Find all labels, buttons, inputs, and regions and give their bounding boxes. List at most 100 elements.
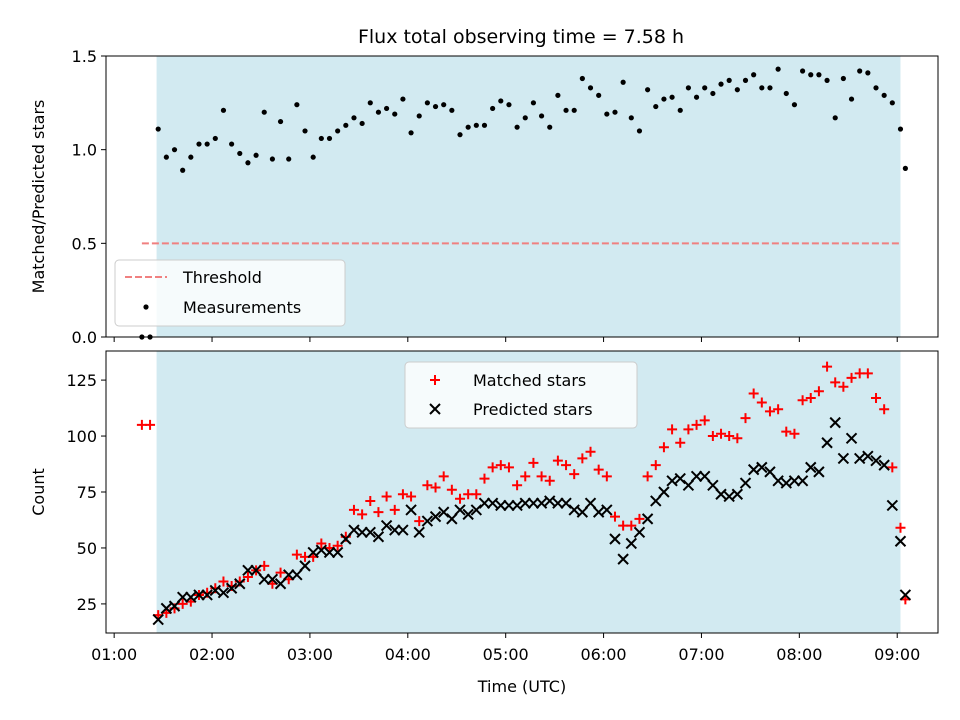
data-point xyxy=(212,135,218,142)
data-point xyxy=(879,404,890,415)
data-point xyxy=(797,395,808,406)
legend-box xyxy=(404,361,638,429)
data-point xyxy=(829,416,841,429)
data-point xyxy=(225,582,238,594)
data-point xyxy=(707,479,719,491)
data-point xyxy=(519,497,531,509)
data-point xyxy=(734,87,740,93)
data-point xyxy=(865,70,871,76)
data-point xyxy=(685,85,692,91)
data-point xyxy=(291,549,302,560)
data-point xyxy=(748,388,759,399)
data-point xyxy=(335,128,341,134)
data-point xyxy=(168,600,181,612)
data-point xyxy=(767,85,773,91)
data-point xyxy=(899,589,912,601)
data-point xyxy=(772,475,784,487)
data-point xyxy=(527,497,540,509)
data-point xyxy=(389,524,401,536)
data-point xyxy=(356,526,368,538)
data-point xyxy=(245,160,251,166)
data-point xyxy=(331,546,344,559)
data-point xyxy=(473,122,479,128)
data-point xyxy=(824,77,830,83)
data-point xyxy=(274,578,287,590)
data-point xyxy=(731,488,744,500)
data-point xyxy=(359,120,365,127)
data-point xyxy=(788,475,801,487)
data-point xyxy=(732,433,743,444)
data-point xyxy=(340,533,352,545)
data-point xyxy=(759,85,765,91)
data-point xyxy=(667,424,678,435)
data-point xyxy=(351,115,357,121)
data-point xyxy=(291,569,303,581)
data-point xyxy=(503,462,514,473)
data-point xyxy=(881,92,887,98)
data-point xyxy=(585,446,596,457)
data-point xyxy=(707,431,718,442)
data-point xyxy=(171,147,178,153)
data-point xyxy=(791,102,798,108)
x-tick-label: 05:00 xyxy=(483,645,529,664)
data-point xyxy=(498,98,504,104)
data-point xyxy=(470,504,483,516)
data-point xyxy=(813,386,824,397)
data-point xyxy=(677,107,683,113)
data-point xyxy=(217,587,230,599)
data-point xyxy=(457,132,463,138)
data-point xyxy=(658,442,669,453)
data-point xyxy=(756,461,768,474)
data-point xyxy=(229,141,235,147)
legend-predicted-swatch xyxy=(429,403,441,415)
data-point xyxy=(674,472,686,485)
data-point xyxy=(830,377,841,388)
data-point xyxy=(552,497,564,509)
data-point xyxy=(813,466,825,478)
data-point xyxy=(318,135,324,142)
data-point xyxy=(511,499,523,512)
data-point xyxy=(716,428,727,439)
data-point xyxy=(437,506,450,518)
data-point xyxy=(332,540,343,551)
data-point xyxy=(822,361,833,372)
count-panel: 25 50 75 100 125 01:00 02:00 03:00 04:00 05:00 06:… xyxy=(29,350,939,696)
data-point xyxy=(544,495,556,507)
chart-title: Flux total observing time = 7.58 h xyxy=(358,26,684,48)
y-tick-label: 0.5 xyxy=(72,234,97,253)
data-point xyxy=(894,535,907,547)
data-point xyxy=(617,553,629,565)
data-point xyxy=(710,90,716,97)
data-point xyxy=(479,473,490,484)
data-point xyxy=(538,113,545,119)
data-point xyxy=(383,105,390,112)
data-point xyxy=(528,457,539,468)
data-point xyxy=(592,506,605,518)
data-point xyxy=(886,499,899,512)
data-point xyxy=(699,415,710,426)
data-point xyxy=(764,466,776,478)
data-point xyxy=(408,130,414,136)
x-tick-label: 02:00 xyxy=(189,645,235,664)
data-point xyxy=(604,111,610,117)
y-axis-label: Matched/Predicted stars xyxy=(29,100,48,294)
data-point xyxy=(373,507,384,518)
data-point xyxy=(596,92,602,98)
data-point xyxy=(845,432,858,444)
data-point xyxy=(438,471,449,482)
data-point xyxy=(316,538,327,549)
data-point xyxy=(563,107,569,113)
data-point xyxy=(568,504,580,516)
data-point xyxy=(326,135,333,142)
data-point xyxy=(490,105,496,112)
data-point xyxy=(522,115,528,121)
data-point xyxy=(609,511,620,522)
data-point xyxy=(625,537,638,550)
data-point xyxy=(612,109,618,115)
data-point xyxy=(416,113,422,119)
data-point xyxy=(155,126,161,132)
data-point xyxy=(209,584,222,597)
data-point xyxy=(364,526,376,538)
data-point xyxy=(577,453,588,464)
data-point xyxy=(889,100,895,106)
